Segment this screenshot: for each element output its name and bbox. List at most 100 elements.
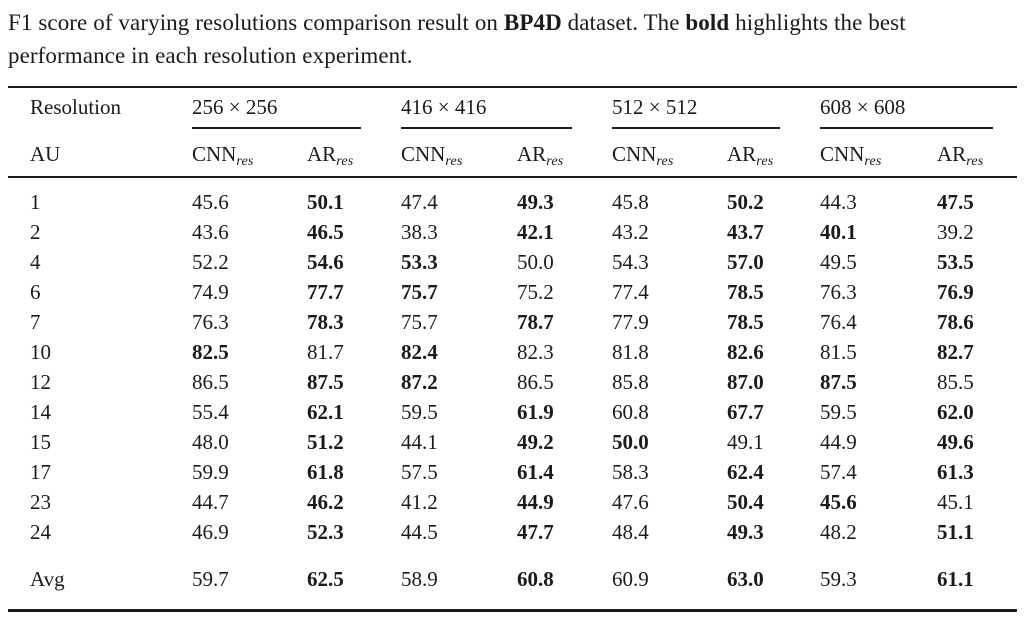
score-cell: 43.2 (612, 219, 649, 244)
group-header-608: 608 × 608 (820, 87, 1017, 132)
score-cell-best: 61.1 (937, 566, 974, 591)
paper-table-figure: F1 score of varying resolutions comparis… (0, 6, 1025, 633)
score-cell: 50.0 (517, 249, 554, 274)
group-label: 416 × 416 (401, 95, 487, 119)
score-cell-best: 76.9 (937, 279, 974, 304)
score-cell-best: 78.7 (517, 309, 554, 334)
score-cell: 44.5 (401, 519, 438, 544)
table-row: 15 48.0 51.2 44.1 49.2 50.0 49.1 44.9 49.6 (8, 427, 1017, 457)
group-header-512: 512 × 512 (612, 87, 820, 132)
col-header-subscript: res (336, 153, 354, 169)
table-row: 23 44.7 46.2 41.2 44.9 47.6 50.4 45.6 45.1 (8, 487, 1017, 517)
score-cell-best: 54.6 (307, 249, 344, 274)
score-cell-best: 43.7 (727, 219, 764, 244)
col-header-subscript: res (445, 153, 463, 169)
caption-text: F1 score of varying resolutions comparis… (8, 10, 504, 35)
table-row: 14 55.4 62.1 59.5 61.9 60.8 67.7 59.5 62.0 (8, 397, 1017, 427)
score-cell-best: 46.2 (307, 489, 344, 514)
score-cell: 47.6 (612, 489, 649, 514)
score-cell: 60.9 (612, 566, 649, 591)
score-cell: 45.1 (937, 489, 974, 514)
score-cell: 49.5 (820, 249, 857, 274)
caption-text: highlights the best performance in each … (8, 10, 906, 68)
score-cell: 59.7 (192, 566, 229, 591)
col-header-base: CNN (192, 141, 237, 166)
subheader-row: AU CNNres ARres CNNres ARres CNNres ARre… (8, 132, 1017, 178)
score-cell-best: 61.8 (307, 459, 344, 484)
score-cell-best: 77.7 (307, 279, 344, 304)
score-cell-best: 61.4 (517, 459, 554, 484)
caption-bold-word: bold (685, 10, 730, 35)
col-header-cnn: CNNres (401, 132, 517, 178)
col-header-cnn: CNNres (612, 132, 727, 178)
caption-dataset-name: BP4D (503, 10, 562, 35)
score-cell-best: 50.0 (612, 429, 649, 454)
score-cell: 59.5 (820, 399, 857, 424)
table-row: 6 74.9 77.7 75.7 75.2 77.4 78.5 76.3 76.9 (8, 277, 1017, 307)
table-row: 4 52.2 54.6 53.3 50.0 54.3 57.0 49.5 53.5 (8, 247, 1017, 277)
au-cell: 14 (30, 399, 51, 424)
score-cell-best: 51.2 (307, 429, 344, 454)
average-row: Avg 59.7 62.5 58.9 60.8 60.9 63.0 59.3 61.1 (8, 547, 1017, 611)
col-header-ar: ARres (517, 132, 612, 178)
score-cell-best: 52.3 (307, 519, 344, 544)
score-cell-best: 78.5 (727, 279, 764, 304)
score-cell-best: 62.1 (307, 399, 344, 424)
score-cell: 77.4 (612, 279, 649, 304)
resolution-header-row: Resolution 256 × 256 416 × 416 512 × 512… (8, 87, 1017, 132)
group-header-416: 416 × 416 (401, 87, 612, 132)
score-cell-best: 44.9 (517, 489, 554, 514)
score-cell-best: 61.3 (937, 459, 974, 484)
table-row: 12 86.5 87.5 87.2 86.5 85.8 87.0 87.5 85.5 (8, 367, 1017, 397)
score-cell: 44.1 (401, 429, 438, 454)
score-cell-best: 78.5 (727, 309, 764, 334)
score-cell-best: 49.2 (517, 429, 554, 454)
score-cell-best: 78.6 (937, 309, 974, 334)
au-cell: 2 (30, 219, 41, 244)
score-cell: 45.6 (192, 189, 229, 214)
score-cell: 60.8 (612, 399, 649, 424)
col-header-base: CNN (820, 141, 865, 166)
score-cell-best: 82.7 (937, 339, 974, 364)
col-header-cnn: CNNres (820, 132, 937, 178)
score-cell: 85.8 (612, 369, 649, 394)
score-cell: 75.7 (401, 309, 438, 334)
au-cell: 24 (30, 519, 51, 544)
col-header-base: AR (727, 141, 757, 166)
au-column-label: AU (8, 132, 192, 178)
score-cell-best: 50.1 (307, 189, 344, 214)
score-cell: 38.3 (401, 219, 438, 244)
score-cell-best: 62.5 (307, 566, 344, 591)
score-cell: 48.2 (820, 519, 857, 544)
table-row: 10 82.5 81.7 82.4 82.3 81.8 82.6 81.5 82.7 (8, 337, 1017, 367)
table-header: Resolution 256 × 256 416 × 416 512 × 512… (8, 87, 1017, 178)
score-cell-best: 87.2 (401, 369, 438, 394)
results-table: Resolution 256 × 256 416 × 416 512 × 512… (8, 86, 1017, 612)
score-cell: 52.2 (192, 249, 229, 274)
score-cell-best: 42.1 (517, 219, 554, 244)
score-cell-best: 57.0 (727, 249, 764, 274)
col-header-subscript: res (546, 153, 564, 169)
score-cell: 54.3 (612, 249, 649, 274)
score-cell-best: 87.0 (727, 369, 764, 394)
score-cell: 58.9 (401, 566, 438, 591)
score-cell: 85.5 (937, 369, 974, 394)
table-row: 2 43.6 46.5 38.3 42.1 43.2 43.7 40.1 39.2 (8, 217, 1017, 247)
col-header-subscript: res (966, 153, 984, 169)
score-cell: 55.4 (192, 399, 229, 424)
score-cell: 76.3 (820, 279, 857, 304)
col-header-base: CNN (612, 141, 657, 166)
score-cell: 48.0 (192, 429, 229, 454)
score-cell-best: 62.4 (727, 459, 764, 484)
score-cell-best: 50.2 (727, 189, 764, 214)
group-label: 256 × 256 (192, 95, 278, 119)
au-cell: 4 (30, 249, 41, 274)
score-cell-best: 60.8 (517, 566, 554, 591)
au-cell: 1 (30, 189, 41, 214)
col-header-ar: ARres (937, 132, 1017, 178)
score-cell-best: 53.3 (401, 249, 438, 274)
score-cell-best: 45.6 (820, 489, 857, 514)
score-cell: 45.8 (612, 189, 649, 214)
table-row: 24 46.9 52.3 44.5 47.7 48.4 49.3 48.2 51.1 (8, 517, 1017, 547)
score-cell-best: 51.1 (937, 519, 974, 544)
